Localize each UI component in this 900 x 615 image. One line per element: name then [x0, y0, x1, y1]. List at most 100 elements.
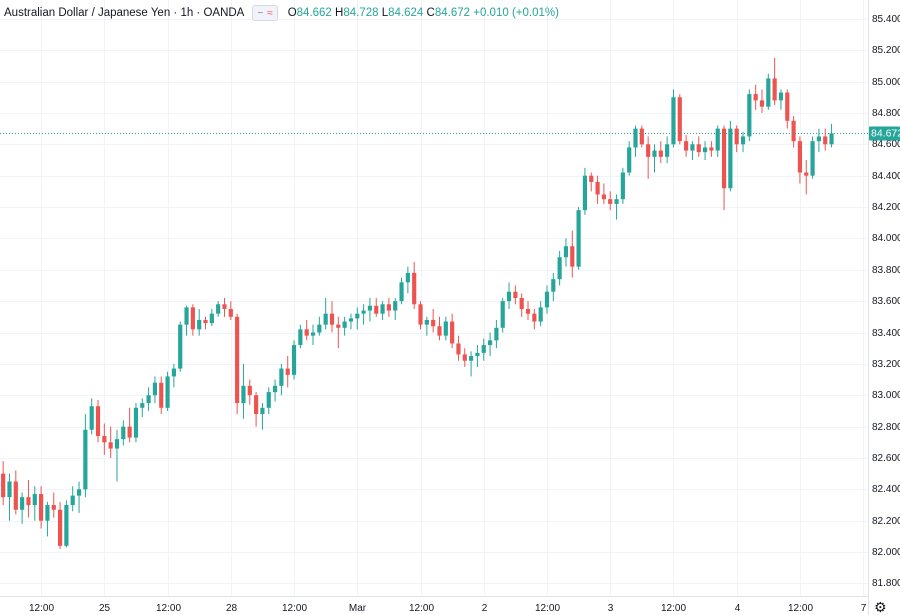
- candle-up: [538, 307, 543, 322]
- candle-up: [702, 147, 708, 153]
- y-tick-label: 83.600: [872, 296, 900, 307]
- x-tick-label: 12:00: [156, 603, 181, 614]
- candle-up: [89, 406, 94, 430]
- compare-icon[interactable]: ≈: [267, 7, 273, 19]
- candle-up: [367, 305, 373, 311]
- candle-up: [348, 318, 354, 322]
- candle-down: [804, 172, 809, 176]
- candle-up: [64, 505, 69, 546]
- change-value: +0.010 (+0.01%): [473, 7, 559, 19]
- y-tick-label: 82.000: [872, 547, 900, 558]
- y-tick-label: 82.600: [872, 453, 900, 464]
- candle-up: [152, 382, 158, 396]
- candle-up: [291, 345, 297, 375]
- gear-icon[interactable]: ⚙: [874, 599, 887, 615]
- grid: [0, 0, 868, 596]
- candle-down: [797, 141, 803, 173]
- candle-down: [386, 304, 391, 311]
- candle-down: [26, 497, 31, 506]
- high-label: H: [335, 7, 344, 19]
- candle-up: [355, 313, 360, 319]
- candle-up: [266, 392, 271, 408]
- y-tick-label: 82.800: [872, 422, 900, 433]
- legend-toggle-group[interactable]: − ≈: [252, 5, 278, 21]
- candle-down: [721, 128, 727, 189]
- low-label: L: [381, 7, 389, 19]
- candle-up: [563, 246, 569, 258]
- candle-up: [424, 319, 429, 325]
- candle-up: [747, 94, 752, 137]
- y-tick-label: 83.400: [872, 328, 900, 339]
- collapse-icon[interactable]: −: [257, 7, 264, 19]
- candle-down: [254, 395, 259, 415]
- candle-up: [671, 97, 676, 145]
- x-tick-label: 25: [99, 603, 111, 614]
- y-tick-label: 83.200: [872, 359, 900, 370]
- time-axis[interactable]: 12:00 25 12:00 28 12:00 Mar 12:00 2 12:00 3 12:00 4…: [29, 603, 867, 614]
- candle-up: [810, 141, 815, 176]
- x-tick-label: 12:00: [29, 603, 54, 614]
- close-value: 84.672: [434, 7, 471, 19]
- candle-up: [310, 332, 316, 336]
- candle-up: [317, 324, 322, 333]
- x-tick-label: 12:00: [282, 603, 307, 614]
- candle-down: [519, 298, 524, 309]
- y-tick-label: 85.000: [872, 77, 900, 88]
- candle-up: [7, 481, 12, 498]
- last-price-badge: 84.672: [869, 126, 900, 141]
- candle-down: [589, 175, 594, 182]
- symbol-title[interactable]: Australian Dollar / Japanese Yen · 1h · …: [4, 7, 245, 19]
- x-tick-label: 12:00: [535, 603, 560, 614]
- candle-up: [576, 210, 581, 267]
- candle-down: [450, 321, 455, 344]
- x-tick-label: 12:00: [788, 603, 813, 614]
- candle-up: [582, 175, 588, 211]
- candle-up: [45, 505, 50, 521]
- candle-up: [76, 489, 82, 496]
- candle-down: [304, 329, 309, 336]
- candle-down: [51, 505, 56, 510]
- candle-up: [405, 272, 410, 283]
- candle-down: [532, 313, 537, 322]
- x-tick-label: Mar: [349, 603, 367, 614]
- candle-down: [677, 97, 682, 142]
- low-value: 84.624: [388, 7, 424, 19]
- price-axis[interactable]: 81.800 82.000 82.200 82.400 82.600 82.800 83.0…: [872, 14, 900, 589]
- y-tick-label: 84.000: [872, 233, 900, 244]
- candle-down: [222, 304, 227, 309]
- candle-up: [475, 352, 480, 357]
- candle-down: [709, 147, 714, 151]
- candle-up: [487, 340, 493, 346]
- candle-down: [431, 319, 436, 327]
- ohlc-values: O84.662 H84.728 L84.624 C84.672 +0.010 (…: [288, 7, 559, 19]
- candle-down: [658, 150, 663, 157]
- candle-down: [247, 385, 252, 396]
- candle-down: [823, 136, 828, 145]
- candle-down: [791, 120, 796, 142]
- candle-up: [715, 128, 720, 151]
- y-tick-label: 85.200: [872, 45, 900, 56]
- candle-up: [20, 497, 25, 510]
- candle-up: [690, 144, 695, 151]
- candle-down: [608, 199, 613, 204]
- candle-down: [336, 324, 341, 328]
- candle-down: [57, 509, 63, 546]
- high-value: 84.728: [343, 7, 379, 19]
- candle-up: [469, 356, 474, 361]
- candle-up: [494, 327, 499, 341]
- candle-up: [481, 345, 486, 353]
- candle-down: [203, 319, 208, 324]
- candle-up: [361, 310, 366, 314]
- candle-down: [329, 313, 335, 325]
- candle-up: [620, 172, 625, 200]
- candle-up: [627, 147, 632, 173]
- candles: [1, 58, 834, 549]
- candle-up: [443, 321, 448, 336]
- x-tick-label: 12:00: [409, 603, 434, 614]
- candle-up: [83, 429, 88, 490]
- candle-up: [298, 329, 303, 346]
- y-tick-label: 83.000: [872, 390, 900, 401]
- candle-down: [228, 308, 233, 317]
- candle-down: [595, 181, 600, 195]
